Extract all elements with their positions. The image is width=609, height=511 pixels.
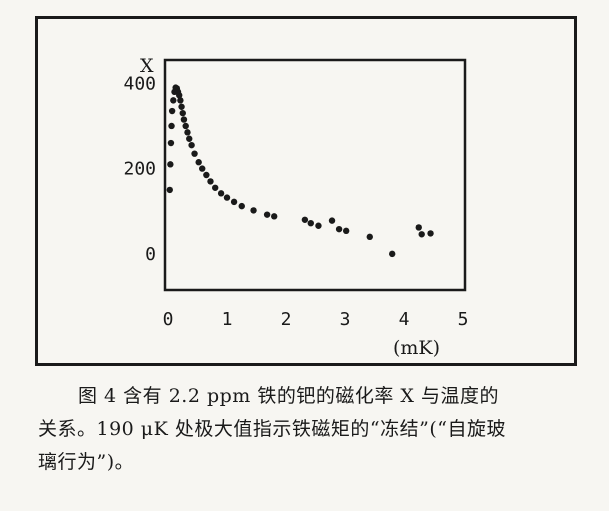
data-point [217,190,225,197]
data-point [176,92,183,99]
y-tick-label: 400 [123,73,156,94]
data-point [182,122,189,130]
x-tick-label: 3 [340,309,351,330]
data-point [177,97,184,104]
y-tick-label: 0 [145,244,156,265]
data-point [170,97,177,104]
figure-caption: 图 4 含有 2.2 ppm 铁的钯的磁化率 X 与温度的 关系。190 μK … [38,380,583,479]
data-point [203,171,210,179]
chart: X (mK) 0 1 2 3 4 5 0 200 400 [123,55,469,359]
data-point [199,165,206,172]
data-point [184,129,191,136]
caption-line-3: 璃行为”)。 [38,451,135,473]
data-point [230,198,238,206]
data-point [328,217,336,224]
data-point [167,139,175,147]
y-axis-title: X [140,55,154,77]
data-point [238,202,245,210]
y-tick-label: 200 [123,159,156,180]
x-tick-label: 2 [281,309,292,330]
plot-area [163,58,467,292]
x-tick-label: 1 [222,309,233,330]
data-point [195,159,202,166]
data-point [186,135,193,142]
data-point [415,224,422,231]
data-point [342,227,350,235]
data-point [191,150,198,157]
data-point [179,109,186,117]
data-point [307,219,314,227]
data-point [366,233,373,241]
data-point [207,178,214,185]
data-point [418,231,425,238]
data-point [315,222,322,229]
data-point [301,216,309,223]
data-point [180,116,188,123]
data-point [427,230,434,237]
data-point [263,211,271,218]
data-point [168,107,176,115]
data-point [166,186,173,194]
data-point [212,184,219,191]
data-point [250,207,257,214]
x-tick-label: 5 [458,309,469,330]
data-point [271,213,278,220]
figure-frame [35,16,577,366]
data-point [335,225,343,233]
x-axis-title: (mK) [393,337,440,359]
x-tick-label: 0 [163,309,174,330]
caption-line-1: 图 4 含有 2.2 ppm 铁的钯的磁化率 X 与温度的 [78,385,499,407]
data-point [167,161,174,168]
data-point [188,141,195,149]
caption-line-2: 关系。190 μK 处极大值指示铁磁矩的“冻结”(“自旋玻 [38,418,506,440]
data-point [168,122,175,130]
x-tick-label: 4 [399,309,410,330]
data-point [178,103,185,110]
data-point [389,250,396,258]
data-point [223,194,231,201]
